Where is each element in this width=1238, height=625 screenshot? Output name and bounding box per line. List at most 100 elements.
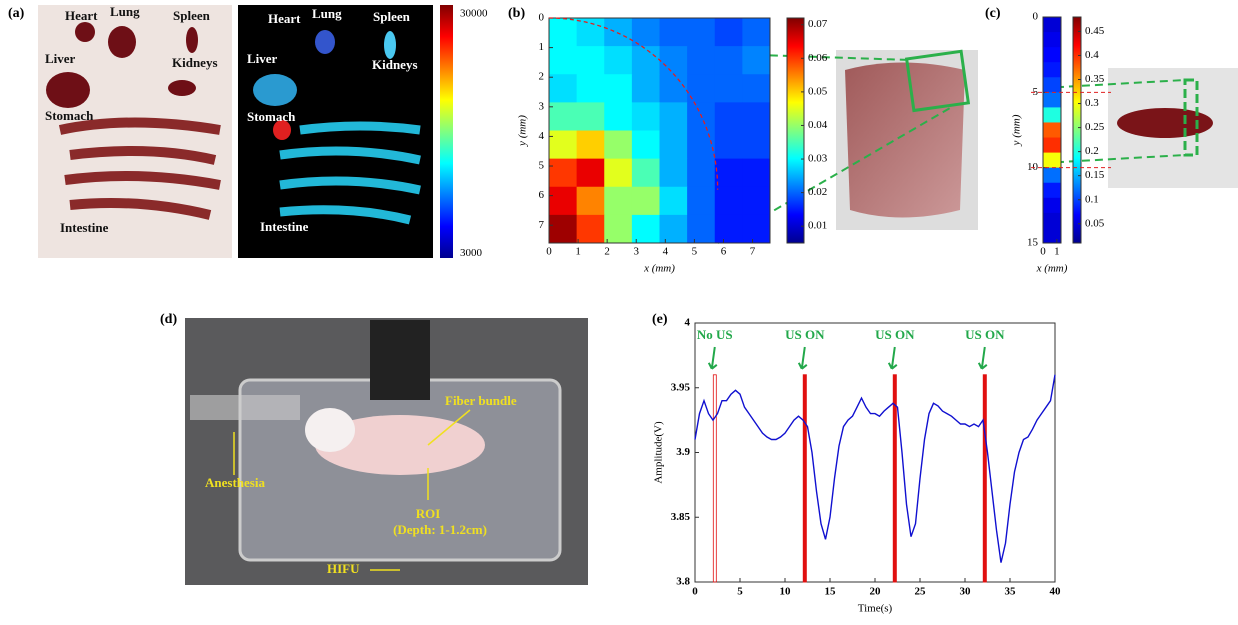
heatmap-cell: [715, 18, 743, 47]
organ-label: Intestine: [60, 220, 109, 235]
heatmap-cell: [715, 74, 743, 103]
colorbar-tick-label: 0.1: [1085, 193, 1099, 205]
heatmap-cell: [549, 159, 577, 188]
annotation: HIFU: [327, 561, 360, 576]
heatmap-cell: [577, 74, 605, 103]
heatmap-cell: [1043, 17, 1062, 33]
x-tick-label: 7: [750, 246, 756, 258]
heatmap-cell: [577, 187, 605, 216]
colorbar-tick-label: 0.07: [808, 18, 828, 30]
x-axis-label: x (mm): [643, 263, 675, 275]
plot-frame: [695, 323, 1055, 582]
heatmap-cell: [1043, 138, 1062, 154]
colorbar: [787, 18, 804, 243]
heatmap-cell: [715, 215, 743, 244]
colorbar-tick-label: 0.05: [1085, 217, 1105, 229]
annotation: ROI: [416, 506, 441, 521]
heatmap-cell: [549, 74, 577, 103]
colorbar-tick-label: 0.02: [808, 186, 827, 198]
organ-label: Stomach: [247, 109, 296, 124]
heatmap-cell: [742, 187, 770, 216]
heatmap-cell: [549, 46, 577, 75]
x-tick-label: 3: [633, 246, 639, 258]
colorbar-tick-label: 0.3: [1085, 97, 1099, 109]
x-tick-label: 35: [1005, 586, 1017, 598]
colorbar-tick-label: 0.04: [808, 119, 828, 131]
organ-label: Intestine: [260, 219, 309, 234]
heatmap-cell: [632, 131, 660, 160]
y-tick-label: 3.85: [671, 511, 691, 523]
heatmap-cell: [742, 215, 770, 244]
colorbar-tick-label: 0.2: [1085, 145, 1099, 157]
stimulus-label: US ON: [965, 327, 1005, 342]
organ-label: Heart: [268, 11, 301, 26]
y-tick-label: 4: [685, 317, 691, 329]
heatmap-cell: [742, 18, 770, 47]
colorbar-tick-label: 0.35: [1085, 73, 1105, 85]
x-tick-label: 0: [692, 586, 698, 598]
series-line: [695, 375, 1055, 563]
organ-label: Spleen: [173, 8, 211, 23]
heatmap-cell: [1043, 183, 1062, 199]
kidney-shape: [1117, 108, 1213, 138]
y-tick-label: 1: [539, 41, 545, 53]
y-tick-label: 0: [539, 12, 545, 24]
y-tick-label: 3.95: [671, 381, 691, 393]
y-tick-label: 4: [539, 130, 545, 142]
panel-label: (e): [652, 312, 668, 327]
x-tick-label: 2: [604, 246, 610, 258]
heatmap-cell: [604, 18, 632, 47]
y-axis-label: Amplitude(V): [653, 421, 665, 484]
heatmap-cell: [1043, 122, 1062, 138]
annotation: Anesthesia: [205, 475, 265, 490]
heatmap-cell: [1043, 213, 1062, 229]
y-axis-label: y (mm): [517, 115, 529, 147]
x-tick-label: 40: [1050, 586, 1062, 598]
heatmap-cell: [1043, 47, 1062, 63]
organ-label: Kidneys: [172, 55, 218, 70]
heatmap-cell: [1043, 62, 1062, 78]
tissue-shape: [845, 63, 965, 218]
heatmap-cell: [742, 131, 770, 160]
colorbar: [1073, 17, 1081, 243]
heatmap-cell: [1043, 92, 1062, 108]
colorbar-tick-label: 0.45: [1085, 25, 1105, 37]
y-axis-label: y (mm): [1011, 114, 1023, 146]
stimulus-arrow: [799, 347, 807, 369]
x-tick-label: 25: [915, 586, 927, 598]
colorbar-tick-label: 3000: [460, 247, 483, 259]
heatmap-cell: [632, 187, 660, 216]
figure: (a)(b)(c)(d)(e)HeartLungSpleenLiverKidne…: [0, 0, 1238, 625]
heatmap-cell: [577, 18, 605, 47]
stimulus-arrow: [709, 347, 717, 369]
x-tick-label: 20: [870, 586, 882, 598]
transducer: [370, 320, 430, 400]
heatmap-cell: [1043, 198, 1062, 214]
heatmap-cell: [1043, 153, 1062, 169]
x-tick-label: 4: [663, 246, 669, 258]
colorbar-tick-label: 0.15: [1085, 169, 1105, 181]
x-tick-label: 10: [780, 586, 792, 598]
page: (a)(b)(c)(d)(e)HeartLungSpleenLiverKidne…: [0, 0, 1238, 625]
organ-label: Spleen: [373, 9, 411, 24]
heatmap-cell: [742, 74, 770, 103]
colorbar-tick-label: 0.4: [1085, 49, 1099, 61]
heatmap-cell: [604, 187, 632, 216]
heatmap-cell: [715, 187, 743, 216]
heatmap-cell: [632, 46, 660, 75]
heatmap-cell: [604, 159, 632, 188]
x-tick-label: 5: [737, 586, 743, 598]
heatmap-cell: [660, 131, 688, 160]
heatmap-cell: [632, 102, 660, 131]
heatmap-cell: [715, 102, 743, 131]
heatmap-cell: [577, 215, 605, 244]
stimulus-label: US ON: [875, 327, 915, 342]
annotation: (Depth: 1-1.2cm): [393, 522, 487, 537]
x-tick-label: 30: [960, 586, 972, 598]
mouse-head: [305, 408, 355, 452]
heatmap-cell: [632, 159, 660, 188]
stimulus-marker: [983, 375, 986, 582]
stimulus-label: US ON: [785, 327, 825, 342]
colorbar-tick-label: 0.01: [808, 220, 827, 232]
heatmap-cell: [660, 187, 688, 216]
